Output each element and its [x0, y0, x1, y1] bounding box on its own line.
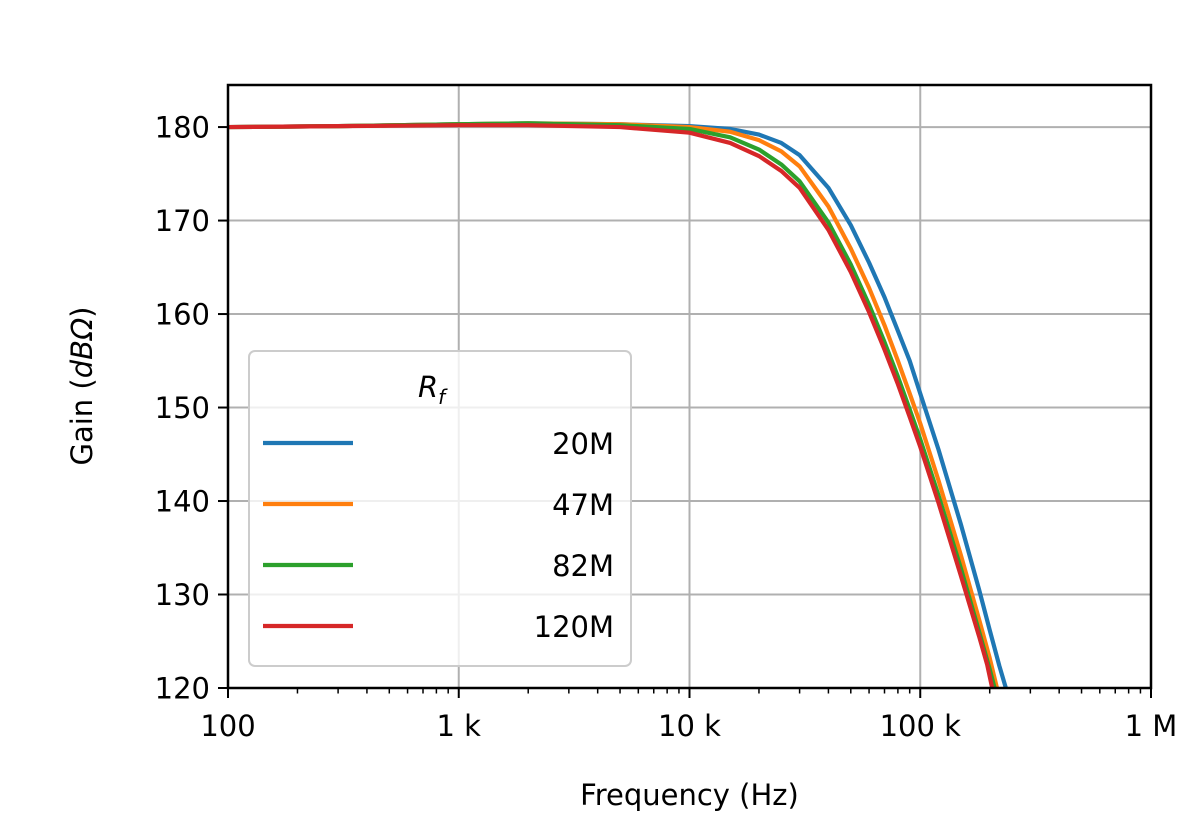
series-lines [228, 121, 1009, 688]
y-tick-label: 120 [155, 672, 210, 706]
legend-box [248, 350, 632, 667]
y-axis-label-prefix: Gain ( [65, 378, 99, 465]
legend: Rf 20M 47M 82M 120M [248, 350, 632, 667]
legend-label-47M: 47M [552, 488, 614, 522]
y-tick-label: 150 [155, 391, 210, 425]
x-tick-label: 100 k [880, 709, 962, 743]
y-tick-label: 160 [155, 298, 210, 332]
legend-title: Rf [418, 370, 448, 409]
y-tick-label: 140 [155, 485, 210, 519]
x-tick-label: 10 k [658, 709, 721, 743]
legend-title-main: R [418, 370, 438, 404]
x-tick-label: 1 k [437, 709, 482, 743]
y-tick-label: 130 [155, 578, 210, 612]
legend-label-120M: 120M [534, 610, 614, 644]
x-tick-label: 1 M [1125, 709, 1178, 743]
series-line-120M [228, 123, 995, 688]
y-axis-label-suffix: ) [65, 306, 99, 317]
y-tick-label: 170 [155, 204, 210, 238]
y-axis-label-unit: dBΩ [65, 318, 99, 378]
x-axis-label: Frequency (Hz) [580, 778, 799, 812]
legend-entries: 20M 47M 82M 120M [263, 427, 614, 644]
x-tick-label: 100 [200, 709, 255, 743]
legend-label-82M: 82M [552, 549, 614, 583]
y-tick-label: 180 [155, 111, 210, 145]
legend-title-sub: f [438, 385, 448, 409]
x-axis-ticks: 100 1 k 10 k 100 k 1 M [200, 688, 1177, 743]
y-axis-label: Gain (dBΩ) [65, 306, 99, 465]
y-axis-ticks: 120 130 140 150 160 170 180 [155, 111, 228, 706]
legend-label-20M: 20M [552, 427, 614, 461]
